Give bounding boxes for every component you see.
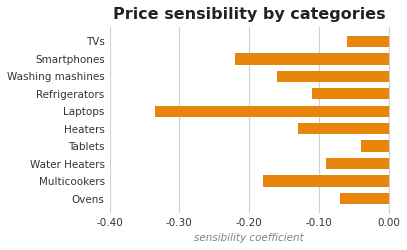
Bar — [347, 36, 389, 47]
X-axis label: sensibility coefficient: sensibility coefficient — [194, 233, 304, 243]
Bar — [277, 71, 389, 82]
Bar — [263, 176, 389, 187]
Bar — [326, 158, 389, 169]
Bar — [298, 123, 389, 134]
Bar — [361, 140, 389, 152]
Bar — [340, 193, 389, 204]
Title: Price sensibility by categories: Price sensibility by categories — [113, 7, 385, 22]
Bar — [235, 53, 389, 64]
Bar — [155, 106, 389, 117]
Bar — [312, 88, 389, 100]
